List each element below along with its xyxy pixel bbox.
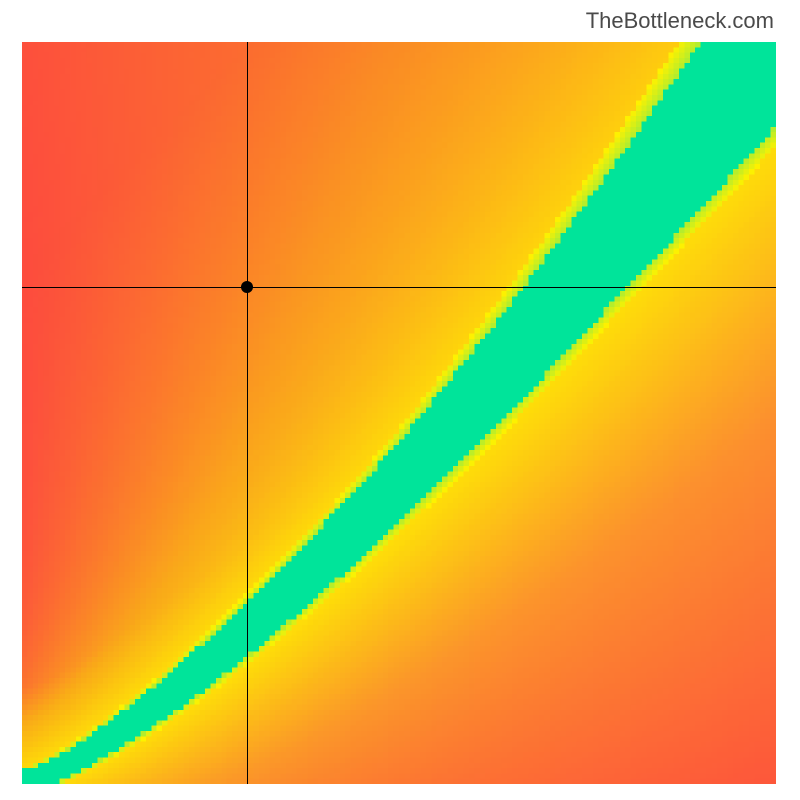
crosshair-horizontal bbox=[22, 287, 776, 288]
heatmap-canvas bbox=[22, 42, 776, 784]
crosshair-vertical bbox=[247, 42, 248, 784]
marker-dot bbox=[241, 281, 253, 293]
watermark-text: TheBottleneck.com bbox=[586, 8, 774, 34]
heatmap-plot bbox=[22, 42, 776, 784]
